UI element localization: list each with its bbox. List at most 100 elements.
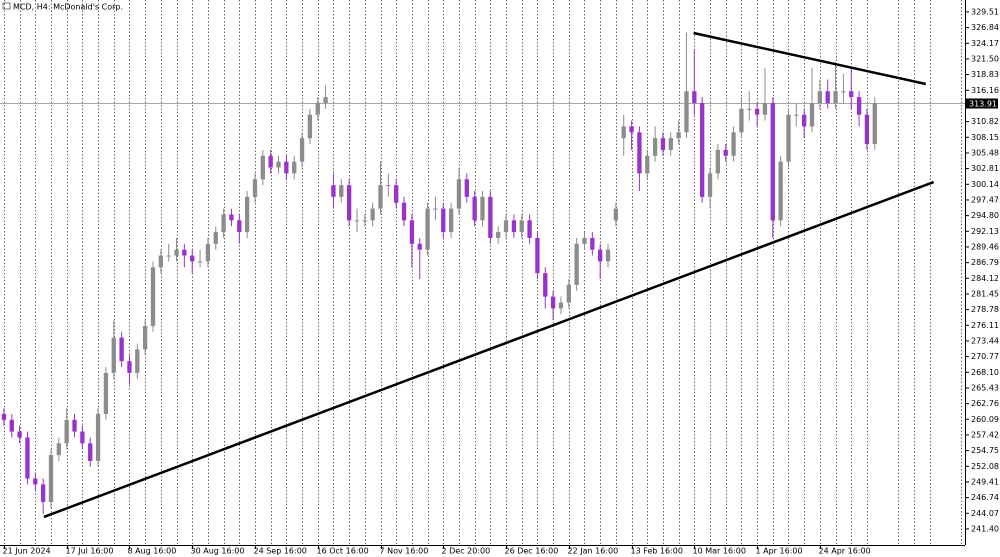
candle-body [346, 185, 352, 221]
candle-body [833, 91, 838, 103]
candle-body [496, 232, 501, 238]
candle-body [778, 161, 783, 221]
y-tick-label: 281.45 [971, 289, 999, 298]
x-tick-label: 26 Dec 16:00 [505, 547, 559, 556]
candle-body [668, 138, 673, 150]
x-tick-label: 24 Sep 16:00 [254, 547, 307, 556]
candle-body [637, 132, 642, 174]
candle-body [762, 102, 768, 115]
candle-body [809, 102, 815, 127]
y-tick-label: 260.09 [971, 415, 999, 424]
y-tick-label: 244.07 [971, 509, 999, 518]
candle-body [119, 337, 124, 362]
candle-body [229, 214, 234, 221]
candle-body [33, 478, 38, 485]
x-tick-label: 17 Jul 16:00 [66, 547, 114, 556]
x-tick-label: 21 Jun 2024 [3, 547, 51, 556]
y-tick-label: 324.17 [971, 39, 999, 48]
candle-body [448, 208, 454, 233]
y-tick-label: 278.78 [971, 305, 999, 314]
candle-body [158, 255, 163, 268]
candle-body [378, 185, 383, 209]
candle-body [433, 208, 438, 210]
trendline [693, 31, 927, 86]
candle-body [802, 114, 807, 127]
candle-body [535, 237, 540, 274]
candle-body [307, 114, 313, 139]
y-tick-label: 318.83 [971, 70, 999, 79]
y-tick-label: 286.79 [971, 258, 999, 267]
y-tick-label: 329.51 [971, 7, 999, 16]
candle-body [417, 243, 422, 250]
candle-body [72, 419, 77, 432]
candle-body [244, 196, 250, 233]
candle-body [315, 102, 320, 115]
y-tick-label: 252.08 [971, 462, 999, 471]
candle-body [425, 208, 430, 250]
candle-body [731, 132, 736, 156]
candle-body [56, 443, 61, 456]
candle-body [205, 243, 211, 262]
y-tick-label: 249.41 [971, 477, 999, 486]
candle-body [794, 114, 799, 116]
candle-body [511, 220, 517, 233]
candle-body [872, 102, 877, 145]
candle-body [394, 185, 399, 203]
candle-body [331, 185, 336, 197]
candle-body [284, 161, 289, 174]
candle-body [64, 419, 69, 444]
candle-body [645, 155, 650, 174]
y-tick-label: 321.50 [971, 54, 999, 63]
candle-body [692, 91, 697, 103]
candle-body [166, 255, 171, 257]
y-tick-label: 292.13 [971, 227, 999, 236]
candle-body [174, 249, 179, 256]
trendline [43, 180, 935, 519]
candle-body [221, 214, 226, 233]
candle-body [550, 296, 556, 309]
y-tick-label: 316.16 [971, 86, 999, 95]
candle-body [849, 91, 854, 98]
candle-body [582, 237, 587, 244]
candle-body [739, 108, 744, 133]
candle-body [370, 208, 375, 221]
candle-body [237, 220, 242, 233]
candle-body [80, 431, 85, 444]
candle-body [464, 179, 469, 197]
y-tick-label: 300.14 [971, 180, 999, 189]
candle-body [613, 208, 619, 221]
candle-body [770, 102, 775, 221]
y-tick-label: 241.40 [971, 524, 999, 533]
y-tick-label: 268.10 [971, 368, 999, 377]
candle-body [841, 91, 846, 93]
y-tick-label: 310.82 [971, 117, 999, 126]
x-tick-label: 13 Feb 16:00 [631, 547, 683, 556]
x-tick-label: 7 Nov 16:00 [380, 547, 429, 556]
candle-body [401, 202, 407, 221]
candles-layer [1, 32, 877, 514]
candle-body [456, 179, 462, 209]
candle-body [135, 349, 140, 373]
candle-body [292, 161, 297, 174]
candle-body [299, 138, 305, 162]
candle-body [95, 413, 101, 461]
candle-body [621, 126, 626, 139]
x-tick-label: 2 Dec 20:00 [442, 547, 491, 556]
candle-body [700, 102, 705, 197]
candle-body [213, 232, 218, 244]
current-price-box [966, 98, 998, 109]
candle-body [590, 237, 595, 250]
candle-body [864, 114, 870, 145]
candle-body [268, 155, 273, 168]
candle-body [558, 302, 564, 309]
candle-body [605, 249, 611, 262]
candle-body [629, 126, 634, 133]
y-tick-label: 294.80 [971, 211, 999, 220]
candle-body [825, 91, 830, 103]
y-tick-label: 284.12 [971, 274, 999, 283]
candle-body [684, 91, 689, 133]
candle-body [111, 337, 116, 373]
y-tick-label: 276.11 [971, 321, 999, 330]
candle-body [339, 185, 344, 197]
